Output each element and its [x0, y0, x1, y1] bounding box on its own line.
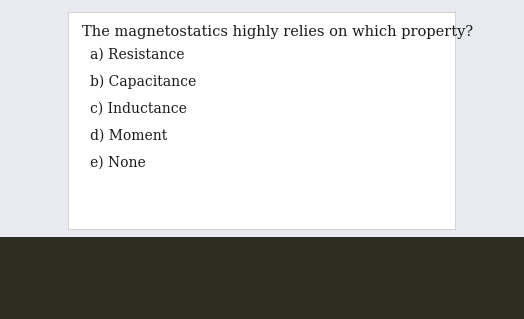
- Bar: [0, 0, 524, 237]
- Text: e) None: e) None: [90, 156, 146, 170]
- Text: b) Capacitance: b) Capacitance: [90, 75, 196, 89]
- Bar: [68, 12, 455, 229]
- Bar: [0, 237, 524, 319]
- Text: a) Resistance: a) Resistance: [90, 48, 184, 62]
- Text: c) Inductance: c) Inductance: [90, 102, 187, 116]
- Text: The magnetostatics highly relies on which property?: The magnetostatics highly relies on whic…: [82, 25, 473, 39]
- Text: d) Moment: d) Moment: [90, 129, 167, 143]
